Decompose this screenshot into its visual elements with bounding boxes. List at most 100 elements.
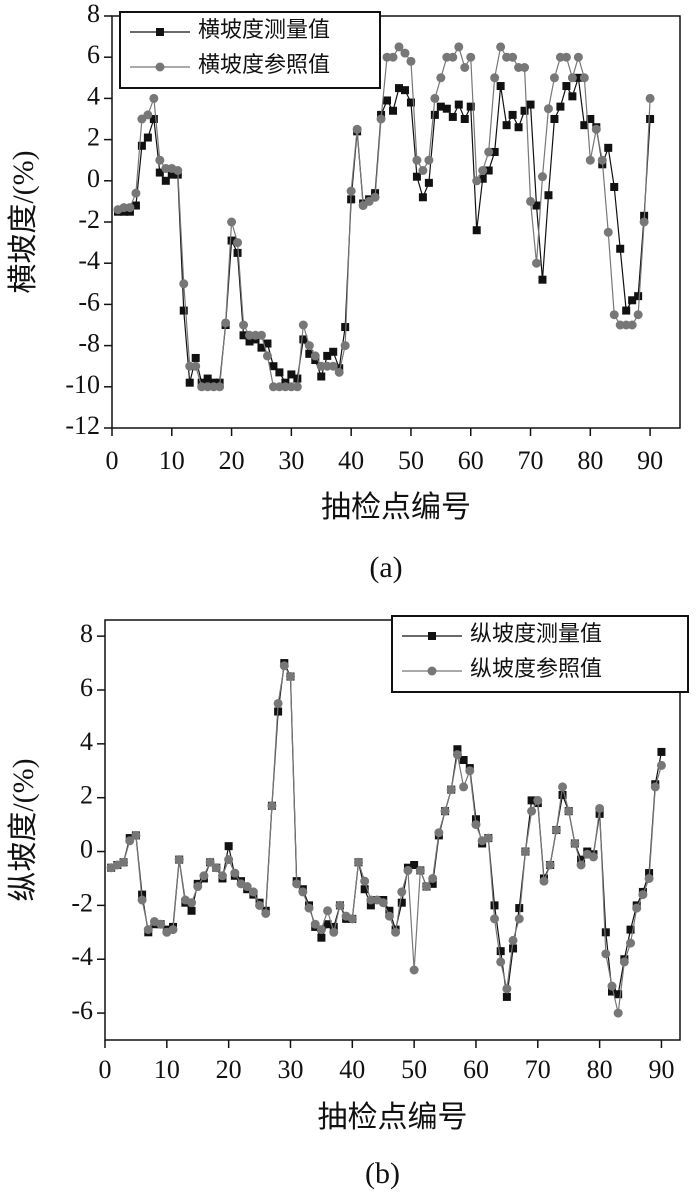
marker (191, 353, 200, 362)
marker (483, 833, 493, 843)
marker (233, 248, 242, 257)
marker (514, 123, 523, 132)
marker (388, 52, 398, 62)
marker (360, 876, 370, 886)
marker (626, 938, 636, 948)
marker (564, 806, 574, 816)
marker (221, 318, 231, 328)
marker (199, 871, 209, 881)
marker (203, 374, 212, 383)
marker (187, 906, 196, 915)
marker (448, 112, 457, 121)
y-tick-label: 2 (87, 123, 100, 152)
marker (406, 56, 416, 66)
y-tick-label: 6 (87, 40, 100, 69)
marker (632, 903, 642, 913)
marker (155, 62, 165, 72)
marker (545, 860, 555, 870)
marker (137, 895, 147, 905)
y-tick-label: -8 (78, 329, 100, 358)
marker (436, 73, 446, 83)
marker (496, 957, 506, 967)
marker (267, 801, 277, 811)
marker (292, 879, 302, 889)
marker (143, 110, 153, 120)
x-tick-label: 30 (277, 1055, 303, 1084)
marker (275, 368, 284, 377)
marker (490, 73, 500, 83)
marker (591, 124, 601, 134)
marker (360, 885, 369, 894)
y-tick-label: 6 (80, 673, 93, 702)
marker (391, 927, 401, 937)
marker (317, 933, 326, 942)
marker (335, 900, 345, 910)
y-axis-label: 横坡度/(%) (7, 150, 40, 293)
marker (347, 914, 357, 924)
marker (383, 96, 392, 105)
marker (415, 865, 425, 875)
marker (412, 155, 422, 165)
marker (279, 661, 289, 671)
marker (603, 227, 613, 237)
marker (394, 84, 403, 93)
x-tick-label: 90 (637, 446, 663, 475)
y-tick-label: 2 (80, 781, 93, 810)
marker (472, 226, 481, 235)
marker (639, 217, 649, 227)
marker (269, 362, 278, 371)
x-tick-label: 30 (278, 446, 304, 475)
x-tick-label: 50 (401, 1055, 427, 1084)
marker (224, 842, 233, 851)
marker (549, 73, 559, 83)
marker (508, 110, 517, 119)
y-tick-label: -6 (71, 996, 93, 1025)
marker (400, 48, 410, 58)
marker (613, 1008, 623, 1018)
marker (424, 155, 434, 165)
marker (509, 944, 518, 953)
marker (293, 374, 302, 383)
marker (261, 908, 271, 918)
marker (634, 292, 643, 301)
marker (185, 378, 194, 387)
marker (478, 174, 487, 183)
marker (453, 745, 462, 754)
marker (400, 86, 409, 95)
marker (446, 785, 456, 795)
marker (527, 796, 536, 805)
marker (424, 178, 433, 187)
marker (595, 803, 605, 813)
x-axis-label: 抽检点编号 (318, 1101, 468, 1134)
marker (502, 121, 511, 130)
marker (394, 42, 404, 52)
marker (149, 115, 158, 123)
marker (614, 990, 623, 999)
x-tick-label: 0 (99, 1055, 112, 1084)
marker (422, 882, 432, 892)
marker (609, 310, 619, 320)
x-tick-label: 10 (154, 1055, 180, 1084)
marker (397, 887, 407, 897)
marker (538, 275, 547, 284)
marker (550, 115, 559, 123)
marker (298, 887, 308, 897)
x-tick-label: 40 (338, 446, 364, 475)
marker (346, 186, 356, 196)
marker (588, 852, 598, 862)
marker (490, 147, 499, 156)
marker (533, 795, 543, 805)
marker (418, 166, 428, 175)
caption: (b) (365, 1157, 400, 1190)
marker (242, 882, 252, 892)
marker (255, 900, 265, 910)
marker (376, 114, 386, 124)
marker (310, 351, 320, 361)
marker (527, 806, 537, 816)
marker (619, 957, 629, 967)
marker (568, 92, 577, 101)
marker (570, 838, 580, 848)
legend-label: 纵坡度测量值 (470, 621, 602, 646)
marker (436, 102, 445, 111)
